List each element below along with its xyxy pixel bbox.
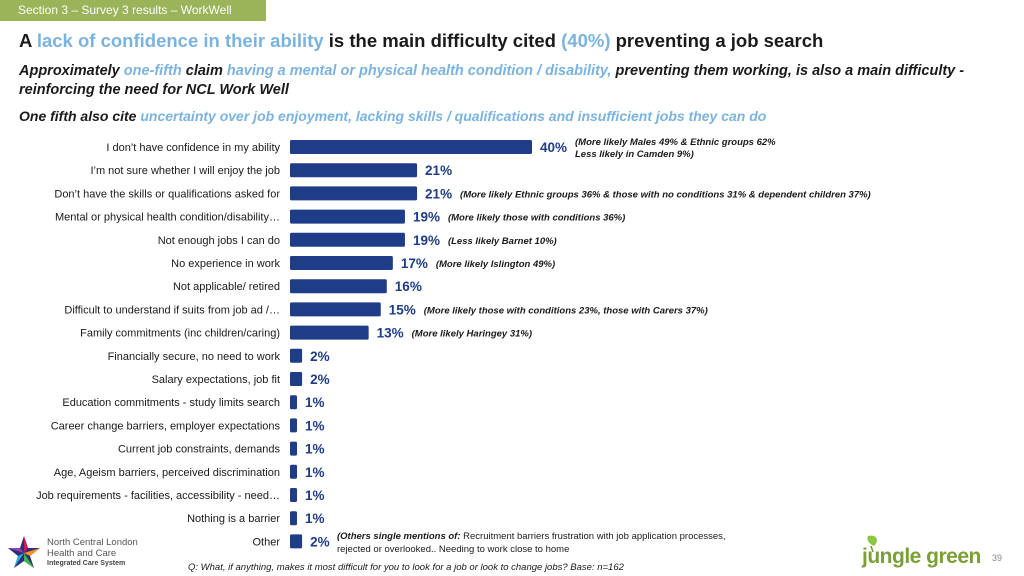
ncl-star-logo-icon: [8, 536, 40, 568]
headline-part: preventing a job search: [610, 30, 824, 51]
subheading-part: Approximately: [19, 63, 124, 79]
value-label: 21%: [425, 163, 452, 178]
value-label: 19%: [413, 210, 440, 225]
subheading-part: preventing them working, is also a main …: [19, 63, 965, 98]
category-label: Nothing is a barrier: [187, 513, 280, 525]
bar: [290, 441, 297, 456]
value-label: 17%: [401, 256, 428, 271]
category-label: Mental or physical health condition/disa…: [55, 212, 280, 224]
value-label: 1%: [305, 465, 325, 480]
question-footnote: Q: What, if anything, makes it most diff…: [188, 562, 624, 573]
bar: [290, 186, 418, 201]
bar: [290, 232, 405, 247]
subheading-highlight: one-fifth: [123, 63, 182, 79]
others-note-bold: (Others single mentions of:: [337, 531, 461, 542]
bar: [290, 163, 418, 178]
section-tab: Section 3 – Survey 3 results – WorkWell: [0, 0, 266, 21]
headline-highlight: (40%): [561, 30, 611, 51]
category-label: Age, Ageism barriers, perceived discrimi…: [54, 467, 280, 479]
value-label: 1%: [305, 488, 325, 503]
category-label: Career change barriers, employer expecta…: [51, 420, 281, 432]
category-label: Other: [252, 536, 280, 548]
ncl-line: North Central London: [47, 537, 138, 548]
bar: [290, 395, 297, 410]
subheading-part: claim: [181, 63, 227, 79]
jungle-green-logo: jungle green: [862, 545, 981, 568]
bar: [290, 348, 303, 363]
annotation-label: (More likely Ethnic groups 36% & those w…: [460, 189, 871, 200]
headline-highlight: lack of confidence in their ability: [36, 30, 324, 51]
headline-part: is the main difficulty cited: [323, 30, 562, 51]
category-label: I don’t have confidence in my ability: [106, 142, 280, 154]
annotation-label: (More likely Islington 49%): [436, 259, 555, 270]
annotation-label: (More likely Males 49% & Ethnic groups 6…: [575, 137, 776, 148]
category-label: I’m not sure whether I will enjoy the jo…: [90, 165, 280, 177]
category-label: Job requirements - facilities, accessibi…: [36, 490, 280, 502]
annotation-label: (More likely Haringey 31%): [412, 329, 532, 340]
category-label: Don’t have the skills or qualifications …: [54, 188, 280, 200]
category-label: Current job constraints, demands: [118, 444, 281, 456]
annotation-label: Less likely in Camden 9%): [575, 149, 694, 160]
value-label: 15%: [389, 302, 416, 317]
bar: [290, 325, 369, 340]
bar: [290, 279, 387, 294]
category-label: Financially secure, no need to work: [108, 351, 281, 363]
bar: [290, 511, 297, 526]
bar: [290, 464, 297, 479]
annotation-label: (More likely those with conditions 36%): [448, 213, 625, 224]
category-label: Not applicable/ retired: [173, 281, 280, 293]
annotation-label: (Less likely Barnet 10%): [448, 236, 557, 247]
page-number: 39: [992, 553, 1003, 563]
bar: [290, 209, 405, 224]
category-label: No experience in work: [171, 258, 280, 270]
subheading-highlight: having a mental or physical health condi…: [226, 63, 612, 79]
bar: [290, 302, 381, 317]
subheading-primary: Approximately one-fifth claim having a m…: [19, 62, 1009, 100]
page-title: A lack of confidence in their ability is…: [19, 30, 823, 52]
value-label: 21%: [425, 186, 452, 201]
bar: [290, 256, 393, 270]
bar: [290, 372, 303, 386]
subheading-part: One fifth also cite: [19, 108, 141, 124]
category-label: Difficult to understand if suits from jo…: [64, 304, 280, 316]
headline-part: A: [19, 30, 37, 51]
value-label: 2%: [310, 349, 330, 364]
others-note: (Others single mentions of: Recruitment …: [337, 530, 757, 556]
bar: [290, 418, 297, 433]
value-label: 16%: [395, 279, 422, 294]
category-label: Salary expectations, job fit: [152, 374, 280, 386]
bar: [290, 488, 297, 502]
subheading-secondary: One fifth also cite uncertainty over job…: [19, 108, 766, 124]
value-label: 1%: [305, 511, 325, 526]
ncl-line: Integrated Care System: [47, 560, 126, 567]
value-label: 1%: [305, 395, 325, 410]
value-label: 2%: [310, 372, 330, 387]
value-label: 2%: [310, 534, 330, 549]
others-note-text: Recruitment barriers frustration with jo…: [337, 531, 726, 555]
category-label: Education commitments - study limits sea…: [62, 397, 280, 409]
category-label: Not enough jobs I can do: [158, 235, 280, 247]
ncl-logo-text: North Central London Health and Care Int…: [47, 537, 138, 570]
subheading-highlight: uncertainty over job enjoyment, lacking …: [140, 108, 767, 124]
ncl-line: Health and Care: [47, 547, 117, 559]
category-label: Family commitments (inc children/caring): [80, 328, 280, 340]
bar: [290, 140, 532, 154]
value-label: 19%: [413, 233, 440, 248]
annotation-label: (More likely those with conditions 23%, …: [424, 305, 708, 316]
value-label: 40%: [540, 140, 567, 155]
value-label: 1%: [305, 418, 325, 433]
value-label: 1%: [305, 442, 325, 457]
value-label: 13%: [377, 326, 404, 341]
bar: [290, 534, 303, 549]
leaf-icon: [867, 535, 877, 553]
